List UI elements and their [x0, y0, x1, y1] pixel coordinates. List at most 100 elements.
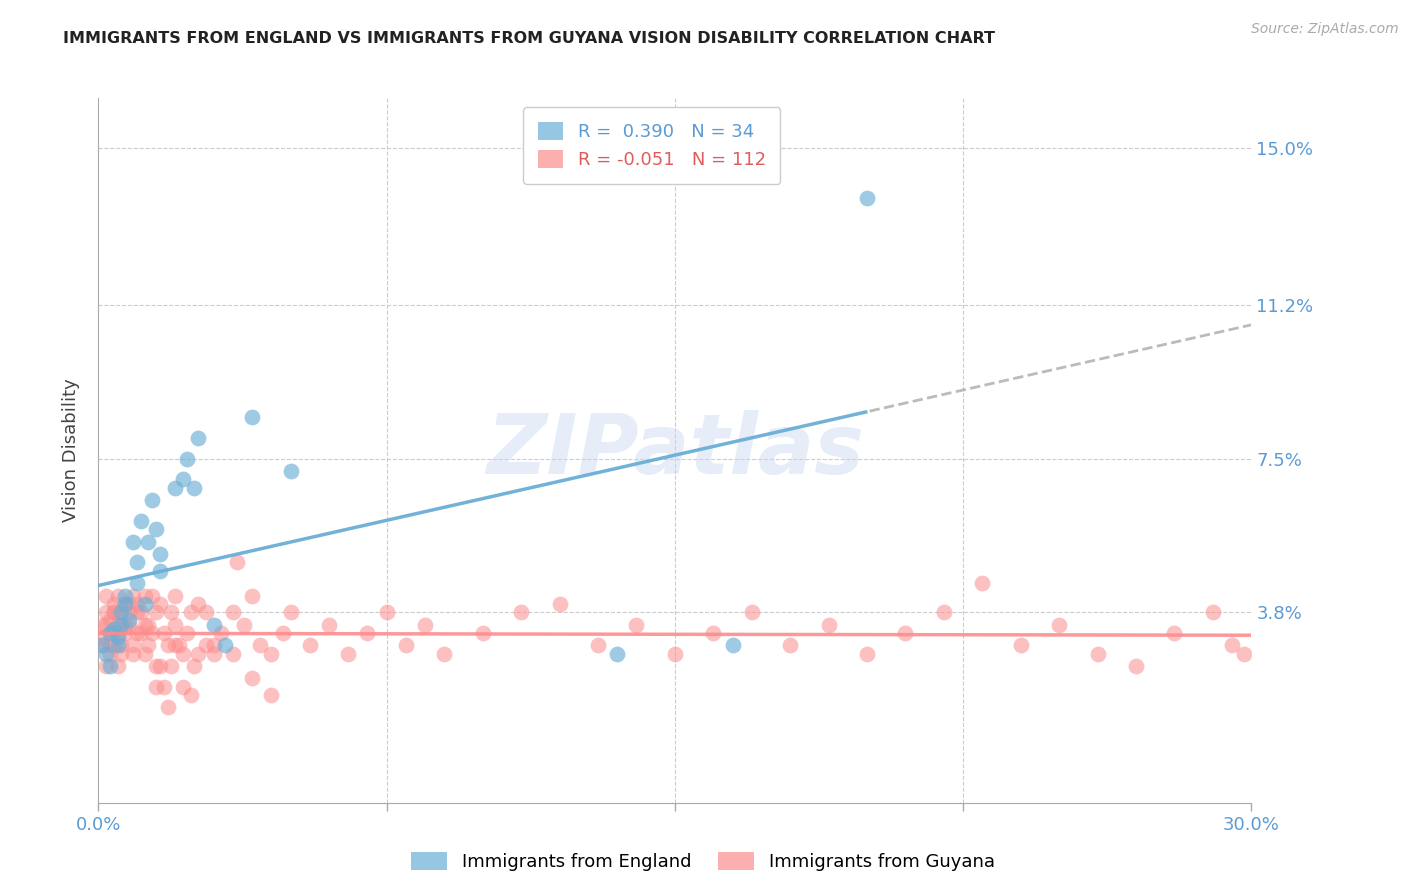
Point — [1010, 638, 1032, 652]
Point — [125, 597, 148, 611]
Point — [134, 589, 156, 603]
Point — [260, 688, 283, 702]
Point — [395, 638, 418, 652]
Point — [98, 647, 121, 661]
Point — [94, 605, 117, 619]
Point — [932, 605, 955, 619]
Point — [125, 555, 148, 569]
Point — [167, 638, 190, 652]
Point — [240, 410, 263, 425]
Point — [222, 605, 245, 619]
Point — [894, 625, 917, 640]
Point — [433, 647, 456, 661]
Point — [125, 576, 148, 591]
Point — [187, 431, 209, 445]
Point — [180, 605, 202, 619]
Point — [91, 630, 114, 644]
Point — [110, 647, 132, 661]
Point — [779, 638, 801, 652]
Point — [856, 191, 879, 205]
Point — [741, 605, 763, 619]
Text: ZIPatlas: ZIPatlas — [486, 410, 863, 491]
Point — [107, 589, 129, 603]
Point — [110, 638, 132, 652]
Point — [202, 617, 225, 632]
Point — [195, 605, 218, 619]
Point — [145, 680, 167, 694]
Point — [118, 597, 141, 611]
Point — [375, 605, 398, 619]
Point — [94, 617, 117, 632]
Point — [91, 638, 114, 652]
Point — [271, 625, 294, 640]
Point — [183, 659, 205, 673]
Point — [176, 451, 198, 466]
Point — [233, 617, 256, 632]
Legend: Immigrants from England, Immigrants from Guyana: Immigrants from England, Immigrants from… — [404, 845, 1002, 879]
Point — [114, 589, 136, 603]
Point — [152, 625, 174, 640]
Point — [172, 680, 194, 694]
Point — [225, 555, 247, 569]
Text: Source: ZipAtlas.com: Source: ZipAtlas.com — [1251, 22, 1399, 37]
Point — [134, 617, 156, 632]
Point — [98, 625, 121, 640]
Point — [972, 576, 994, 591]
Point — [156, 638, 179, 652]
Point — [122, 647, 145, 661]
Point — [118, 617, 141, 632]
Point — [702, 625, 724, 640]
Point — [1087, 647, 1109, 661]
Point — [103, 605, 125, 619]
Point — [471, 625, 494, 640]
Point — [165, 481, 187, 495]
Point — [1163, 625, 1185, 640]
Point — [94, 589, 117, 603]
Point — [856, 647, 879, 661]
Point — [356, 625, 378, 640]
Point — [98, 659, 121, 673]
Point — [176, 625, 198, 640]
Point — [240, 672, 263, 686]
Point — [118, 605, 141, 619]
Point — [114, 617, 136, 632]
Point — [165, 617, 187, 632]
Point — [122, 638, 145, 652]
Point — [160, 605, 183, 619]
Point — [110, 605, 132, 619]
Point — [145, 522, 167, 536]
Point — [817, 617, 839, 632]
Point — [149, 659, 172, 673]
Point — [145, 659, 167, 673]
Legend: R =  0.390   N = 34, R = -0.051   N = 112: R = 0.390 N = 34, R = -0.051 N = 112 — [523, 107, 780, 184]
Point — [1220, 638, 1243, 652]
Point — [114, 597, 136, 611]
Point — [103, 638, 125, 652]
Point — [149, 547, 172, 561]
Point — [721, 638, 744, 652]
Point — [156, 700, 179, 714]
Point — [98, 614, 121, 628]
Point — [114, 597, 136, 611]
Point — [114, 625, 136, 640]
Point — [110, 617, 132, 632]
Point — [202, 638, 225, 652]
Point — [280, 464, 302, 478]
Point — [187, 647, 209, 661]
Point — [91, 638, 114, 652]
Y-axis label: Vision Disability: Vision Disability — [62, 378, 80, 523]
Point — [103, 622, 125, 636]
Point — [152, 680, 174, 694]
Point — [138, 638, 160, 652]
Point — [98, 625, 121, 640]
Point — [202, 647, 225, 661]
Point — [195, 638, 218, 652]
Point — [606, 647, 628, 661]
Point — [110, 609, 132, 624]
Point — [107, 638, 129, 652]
Point — [187, 597, 209, 611]
Point — [1047, 617, 1070, 632]
Point — [103, 597, 125, 611]
Point — [94, 659, 117, 673]
Point — [122, 534, 145, 549]
